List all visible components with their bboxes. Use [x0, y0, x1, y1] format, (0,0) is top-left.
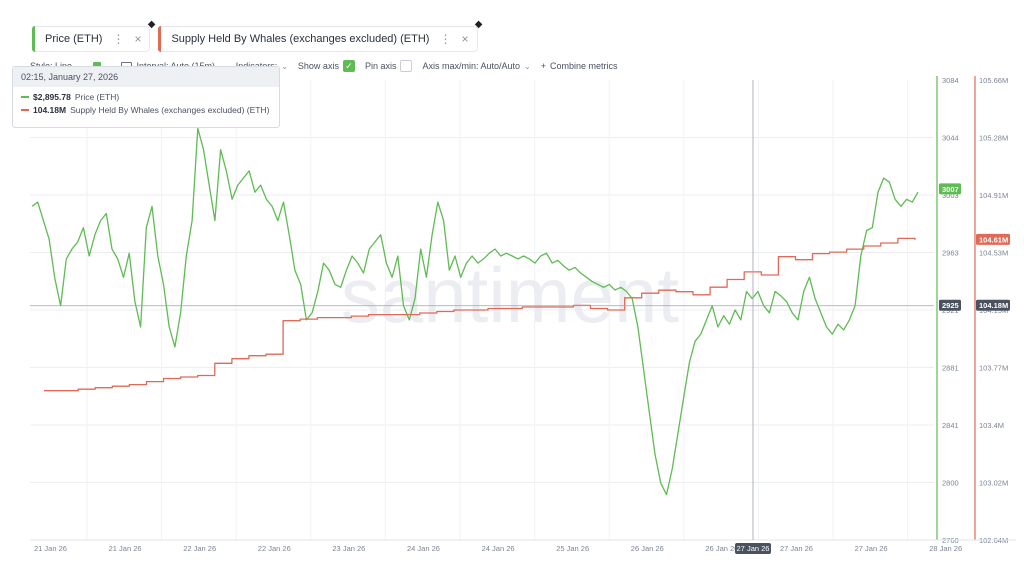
tab-whale-supply[interactable]: Supply Held By Whales (exchanges exclude… [158, 19, 483, 52]
price-tick-label: 3044 [942, 134, 959, 143]
tooltip-date: 02:15, January 27, 2026 [13, 67, 279, 87]
show-axis-toggle[interactable]: Show axis ✓ [298, 60, 355, 72]
more-options-icon[interactable]: ⋮ [439, 32, 452, 46]
whale-tick-label: 105.28M [979, 134, 1008, 143]
more-options-icon[interactable]: ⋮ [112, 32, 125, 46]
metric-tabs: Price (ETH) ⋮ × ◆ Supply Held By Whales … [32, 19, 483, 52]
price-tick-label: 2963 [942, 249, 959, 258]
x-tick-label: 24 Jan 26 [407, 544, 440, 553]
whale-tick-label: 103.02M [979, 479, 1008, 488]
x-tick-label: 27 Jan 26 [780, 544, 813, 553]
whale-crosshair-badge: 104.18M [979, 301, 1008, 310]
combine-metrics-label: Combine metrics [549, 61, 618, 71]
chevron-down-icon: ⌄ [524, 61, 531, 71]
whale-crosshair-badge-bg [976, 299, 1010, 311]
x-tick-label: 26 Jan 26 [631, 544, 664, 553]
ethereum-icon: ◆ [474, 19, 483, 30]
x-tick-label: 28 Jan 26 [929, 544, 962, 553]
tooltip-price-value: $2,895.78 [33, 92, 71, 102]
crosshair-x-label: 27 Jan 26 [737, 544, 770, 553]
tooltip-whale-value: 104.18M [33, 105, 67, 115]
x-tick-label: 22 Jan 26 [183, 544, 216, 553]
axis-maxmin-dropdown[interactable]: Axis max/min: Auto/Auto ⌄ [422, 61, 530, 71]
price-series-line [31, 127, 919, 496]
tab-label: Supply Held By Whales (exchanges exclude… [171, 33, 430, 45]
whale-last-badge: 104.61M [979, 235, 1008, 244]
tooltip-whale-row: 104.18M Supply Held By Whales (exchanges… [13, 105, 279, 115]
series-layer [31, 127, 919, 496]
x-tick-label: 26 Jan 26 [705, 544, 738, 553]
whale-tick-label: 104.91M [979, 191, 1008, 200]
price-tick-label: 3003 [942, 191, 959, 200]
checkbox-unchecked-icon[interactable] [400, 60, 413, 72]
price-last-badge: 3007 [942, 185, 959, 194]
price-tick-label: 2800 [942, 479, 959, 488]
price-tick-label: 2881 [942, 364, 959, 373]
whale-tick-label: 103.4M [979, 421, 1004, 430]
x-tick-label: 22 Jan 26 [258, 544, 291, 553]
pin-axis-label: Pin axis [364, 61, 397, 71]
series-color-bar [32, 26, 35, 52]
price-legend-line [21, 96, 29, 98]
whale-tick-label: 103.77M [979, 364, 1008, 373]
price-crosshair-badge-bg [939, 299, 961, 311]
checkbox-checked-icon[interactable]: ✓ [342, 60, 355, 72]
tab-label: Price (ETH) [45, 33, 103, 45]
x-tick-label: 23 Jan 26 [332, 544, 365, 553]
price-tick-label: 2841 [942, 421, 959, 430]
hover-tooltip: 02:15, January 27, 2026 $2,895.78 Price … [12, 66, 280, 128]
whale-series-line [44, 237, 916, 392]
tooltip-price-label: Price (ETH) [74, 92, 120, 102]
series-color-bar [158, 26, 162, 52]
plus-icon: + [540, 61, 546, 71]
ethereum-icon: ◆ [147, 19, 156, 30]
chevron-down-icon: ⌄ [281, 61, 288, 71]
pin-axis-toggle[interactable]: Pin axis [365, 60, 413, 72]
whale-tick-label: 104.53M [979, 249, 1008, 258]
whale-last-badge-bg [976, 233, 1010, 245]
price-last-badge-bg [939, 183, 961, 195]
whale-tick-label: 105.66M [979, 76, 1008, 85]
tab-price-eth[interactable]: Price (ETH) ⋮ × ◆ [32, 19, 155, 52]
axis-maxmin-label: Axis max/min: Auto/Auto [422, 61, 521, 71]
close-icon[interactable]: × [134, 32, 142, 46]
tooltip-price-row: $2,895.78 Price (ETH) [13, 92, 279, 102]
x-tick-label: 25 Jan 26 [556, 544, 589, 553]
x-tick-label: 21 Jan 26 [34, 544, 67, 553]
chart-grid [30, 80, 934, 540]
tooltip-whale-label: Supply Held By Whales (exchanges exclude… [70, 105, 270, 115]
x-tick-label: 27 Jan 26 [855, 544, 888, 553]
x-tick-label: 21 Jan 26 [109, 544, 142, 553]
whale-legend-line [21, 109, 29, 111]
show-axis-label: Show axis [297, 61, 339, 71]
price-tick-label: 3084 [942, 76, 959, 85]
santiment-watermark: santiment [341, 251, 679, 339]
combine-metrics-button[interactable]: + Combine metrics [541, 61, 618, 71]
price-crosshair-badge: 2925 [942, 301, 959, 310]
close-icon[interactable]: × [461, 32, 469, 46]
crosshair-x-badge [735, 543, 771, 554]
x-tick-label: 24 Jan 26 [482, 544, 515, 553]
axes-layer: 3084 105.66M 3044 105.28M 3003 104.91M 2963 104… [30, 76, 1016, 554]
